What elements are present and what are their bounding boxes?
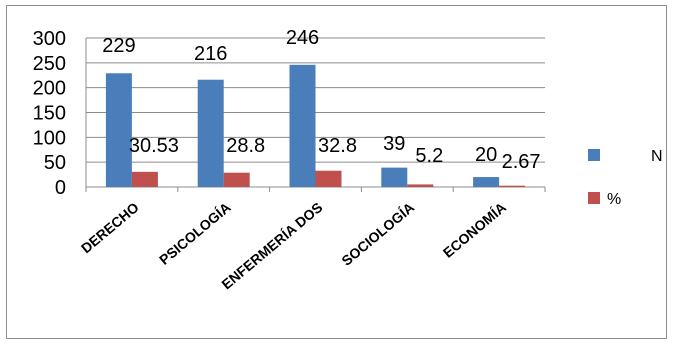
x-tick-label: ECONOMÍA bbox=[440, 199, 509, 261]
bar-n bbox=[473, 177, 500, 187]
bar-pct bbox=[223, 172, 250, 187]
bar-pct bbox=[131, 171, 158, 187]
y-tick-label: 200 bbox=[33, 78, 66, 100]
data-label-n: 39 bbox=[383, 133, 405, 155]
y-tick-label: 150 bbox=[33, 103, 66, 125]
x-tick-label: DERECHO bbox=[78, 199, 142, 256]
data-label-pct: 2.67 bbox=[502, 151, 541, 173]
bar-n bbox=[105, 73, 132, 187]
data-label-pct: 30.53 bbox=[129, 135, 179, 157]
bar-n bbox=[289, 64, 316, 187]
y-tick-label: 100 bbox=[33, 127, 66, 149]
legend-label: N bbox=[651, 148, 663, 165]
data-label-n: 246 bbox=[286, 27, 319, 49]
data-label-pct: 32.8 bbox=[318, 135, 357, 157]
x-tick-label: PSICOLOGÍA bbox=[156, 199, 234, 268]
data-label-n: 229 bbox=[102, 35, 135, 57]
bar-n bbox=[197, 79, 224, 187]
x-tick-label: ENFERMERÍA DOS bbox=[218, 199, 325, 292]
data-label-n: 216 bbox=[194, 43, 227, 65]
bar-pct bbox=[407, 184, 434, 187]
bar-pct bbox=[315, 170, 342, 187]
legend-swatch bbox=[588, 149, 600, 161]
data-label-n: 20 bbox=[475, 144, 497, 166]
x-tick-label: SOCIOLOGÍA bbox=[338, 199, 417, 269]
legend-swatch bbox=[588, 192, 600, 204]
data-label-pct: 5.2 bbox=[415, 145, 443, 167]
data-label-pct: 28.8 bbox=[226, 135, 265, 157]
bar-n bbox=[381, 167, 408, 187]
y-tick-label: 250 bbox=[33, 53, 66, 75]
y-tick-label: 300 bbox=[33, 28, 66, 50]
legend-label: % bbox=[607, 191, 621, 208]
y-tick-label: 50 bbox=[44, 152, 66, 174]
y-tick-label: 0 bbox=[55, 177, 66, 199]
bar-pct bbox=[499, 185, 526, 187]
